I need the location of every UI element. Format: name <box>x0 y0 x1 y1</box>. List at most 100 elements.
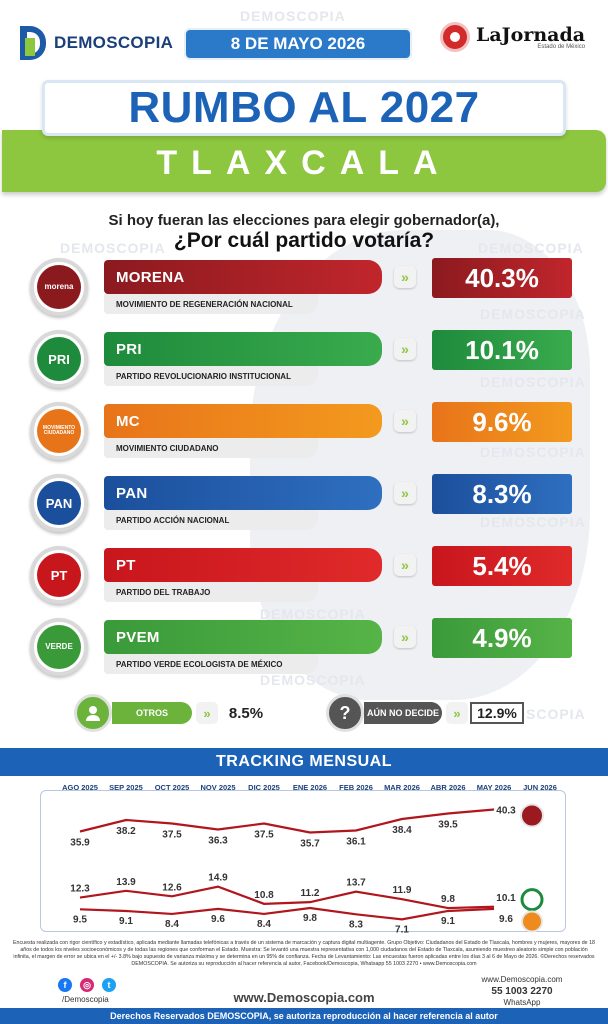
chart-frame <box>40 790 566 932</box>
state-name: TLAXCALA <box>156 143 452 182</box>
data-label: 10.1 <box>496 893 516 904</box>
party-row-morena: morena MORENA MOVIMIENTO DE REGENERACIÓN… <box>0 258 608 320</box>
data-label: 9.5 <box>73 914 87 925</box>
facebook-icon[interactable]: f <box>58 978 72 992</box>
question-line-2: ¿Por cuál partido votaría? <box>173 229 435 252</box>
data-label: 12.6 <box>162 882 182 893</box>
partner-name: LaJornada <box>476 24 586 46</box>
undecided-value: 12.9% <box>470 702 524 724</box>
chevron-right-icon: » <box>196 702 218 724</box>
demoscopia-logo: DEMOSCOPIA <box>20 26 173 60</box>
twitter-icon[interactable]: t <box>102 978 116 992</box>
watermark: DEMOSCOPIA <box>480 514 586 530</box>
mc-marker-icon <box>521 910 543 933</box>
instagram-icon[interactable]: ◎ <box>80 978 94 992</box>
phone-number: 55 1003 2270 <box>491 986 553 998</box>
party-row-pt: PT PT PARTIDO DEL TRABAJO » 5.4% <box>0 546 608 608</box>
pan-logo-icon: PAN <box>30 474 88 532</box>
chevron-right-icon: » <box>394 338 416 360</box>
mc-logo-icon: MOVIMIENTO CIUDADANO <box>30 402 88 460</box>
party-logo-text: MOVIMIENTO CIUDADANO <box>37 409 81 453</box>
party-full-name: PARTIDO DEL TRABAJO <box>104 582 318 602</box>
page-title: RUMBO AL 2027 <box>128 83 480 132</box>
person-icon <box>74 694 112 732</box>
pri-logo-icon: PRI <box>30 330 88 388</box>
data-label: 7.1 <box>395 924 409 935</box>
data-label: 11.9 <box>393 885 412 896</box>
chevron-right-icon: » <box>394 554 416 576</box>
tracking-header: TRACKING MENSUAL <box>0 748 608 776</box>
data-label: 9.6 <box>499 914 513 925</box>
party-percentage: 4.9% <box>432 618 572 658</box>
demoscopia-mark-icon <box>20 26 50 60</box>
methodology-footnote: Encuesta realizada con rigor científico … <box>13 940 595 968</box>
party-logo-text: VERDE <box>37 625 81 669</box>
x-tick-label: FEB 2026 <box>339 783 373 792</box>
party-row-pri: PRI PRI PARTIDO REVOLUCIONARIO INSTITUCI… <box>0 330 608 392</box>
undecided-label: AÚN NO DECIDE <box>364 702 442 724</box>
lajornada-seal-icon <box>440 22 470 52</box>
party-full-name: MOVIMIENTO DE REGENERACIÓN NACIONAL <box>104 294 318 314</box>
lajornada-logo: LaJornada Estado de México <box>440 22 585 52</box>
question-mark-icon: ? <box>326 694 364 732</box>
pri-marker-icon <box>520 888 544 912</box>
x-tick-label: ABR 2026 <box>430 783 465 792</box>
party-logo-text: PAN <box>37 481 81 525</box>
series-line-mc <box>79 906 495 921</box>
chevron-right-icon: » <box>446 702 468 724</box>
party-abbr: PAN <box>104 476 382 510</box>
data-label: 35.7 <box>300 839 320 850</box>
x-tick-label: MAR 2026 <box>384 783 420 792</box>
contact-site[interactable]: www.Demoscopia.com <box>481 975 563 984</box>
data-label: 13.7 <box>346 878 366 889</box>
data-label: 12.3 <box>70 884 90 895</box>
data-label: 9.1 <box>441 916 455 927</box>
others-row: OTROS » 8.5% ? AÚN NO DECIDE » 12.9% <box>0 694 608 734</box>
series-line-pri <box>79 885 495 910</box>
data-label: 39.5 <box>438 820 458 831</box>
state-banner: TLAXCALA <box>2 130 606 192</box>
pt-logo-icon: PT <box>30 546 88 604</box>
watermark: DEMOSCOPIA <box>480 444 586 460</box>
party-percentage: 5.4% <box>432 546 572 586</box>
tracking-title: TRACKING MENSUAL <box>216 753 392 770</box>
watermark: DEMOSCOPIA <box>260 672 366 688</box>
party-abbr: PVEM <box>104 620 382 654</box>
series-line-morena <box>79 808 495 834</box>
x-tick-label: DIC 2025 <box>248 783 280 792</box>
brand-name: DEMOSCOPIA <box>54 33 174 52</box>
party-logo-text: morena <box>37 265 81 309</box>
data-label: 38.4 <box>392 825 412 836</box>
party-full-name: PARTIDO REVOLUCIONARIO INSTITUCIONAL <box>104 366 318 386</box>
morena-logo-icon: morena <box>30 258 88 316</box>
chevron-right-icon: » <box>394 482 416 504</box>
whatsapp-label: WhatsApp <box>503 998 541 1008</box>
data-label: 8.3 <box>349 919 363 930</box>
party-abbr: PT <box>104 548 382 582</box>
party-abbr: MC <box>104 404 382 438</box>
website-link[interactable]: www.Demoscopia.com <box>233 990 375 1005</box>
x-tick-label: SEP 2025 <box>109 783 143 792</box>
party-full-name: MOVIMIENTO CIUDADANO <box>104 438 318 458</box>
others-value: 8.5% <box>228 704 264 722</box>
social-icons: f ◎ t <box>58 978 116 992</box>
party-full-name: PARTIDO VERDE ECOLOGISTA DE MÉXICO <box>104 654 318 674</box>
data-label: 36.1 <box>346 837 366 848</box>
party-percentage: 10.1% <box>432 330 572 370</box>
chevron-right-icon: » <box>394 626 416 648</box>
watermark: DEMOSCOPIA <box>480 306 586 322</box>
party-abbr: MORENA <box>104 260 382 294</box>
watermark: DEMOSCOPIA <box>240 8 346 24</box>
header: DEMOSCOPIA 8 DE MAYO 2026 LaJornada Esta… <box>0 18 608 70</box>
party-percentage: 40.3% <box>432 258 572 298</box>
partner-sub: Estado de México <box>537 44 586 50</box>
x-tick-label: MAY 2026 <box>477 783 512 792</box>
data-label: 35.9 <box>70 838 90 849</box>
party-row-mc: MOVIMIENTO CIUDADANO MC MOVIMIENTO CIUDA… <box>0 402 608 464</box>
data-label: 13.9 <box>116 877 136 888</box>
party-logo-text: PT <box>37 553 81 597</box>
pvem-logo-icon: VERDE <box>30 618 88 676</box>
data-label: 37.5 <box>162 830 182 841</box>
watermark: DEMOSCOPIA <box>60 240 166 256</box>
party-full-name: PARTIDO ACCIÓN NACIONAL <box>104 510 318 530</box>
